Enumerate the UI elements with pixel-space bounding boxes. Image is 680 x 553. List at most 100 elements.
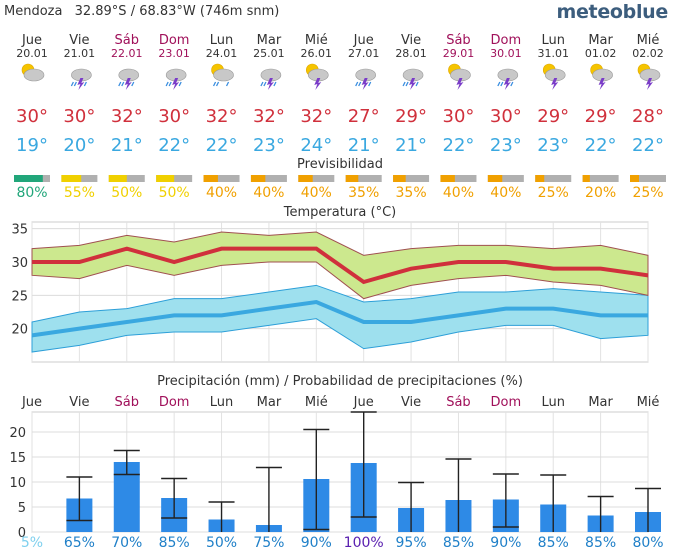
- lightning-icon: [314, 78, 322, 90]
- lightning-icon: [598, 78, 606, 90]
- precip-day-name: Jue: [21, 395, 42, 410]
- predictability-bar: [156, 175, 175, 182]
- day-date: 31.01: [537, 47, 569, 60]
- precipitation-probability: 70%: [111, 535, 142, 551]
- predictability-track: [203, 175, 240, 182]
- lightning-icon: [456, 78, 464, 90]
- predictability-value: 25%: [632, 185, 663, 201]
- min-temp: 19°: [16, 135, 48, 156]
- cloud-icon: [23, 68, 45, 82]
- predictability-track: [535, 175, 572, 182]
- min-temp: 22°: [158, 135, 190, 156]
- day-name: Sáb: [115, 33, 139, 48]
- location-coords: 32.89°S / 68.83°W (746m snm): [74, 4, 280, 19]
- day-date: 02.02: [632, 47, 664, 60]
- precip-day-name: Mié: [305, 395, 328, 410]
- min-temp: 22°: [443, 135, 475, 156]
- sun-cloud-thunder-icon: [542, 63, 566, 90]
- predictability-value: 40%: [206, 185, 237, 201]
- predictability-track: [393, 175, 430, 182]
- precipitation-tick-label: 15: [9, 451, 26, 466]
- lightning-icon: [172, 78, 180, 90]
- precip-day-name: Dom: [491, 395, 522, 410]
- min-temp: 23°: [537, 135, 569, 156]
- min-temp: 21°: [111, 135, 143, 156]
- predictability-bar: [345, 175, 359, 182]
- predictability-bar: [203, 175, 218, 182]
- predictability-value: 20%: [585, 185, 616, 201]
- temperature-tick-label: 20: [11, 323, 28, 338]
- precipitation-probability: 75%: [253, 535, 284, 551]
- min-temp: 23°: [253, 135, 285, 156]
- day-name: Mié: [305, 33, 328, 48]
- precip-day-name: Vie: [69, 395, 89, 410]
- precip-day-name: Lun: [210, 395, 234, 410]
- day-name: Jue: [353, 33, 374, 48]
- lightning-icon: [266, 78, 274, 90]
- day-name: Mar: [588, 33, 613, 48]
- predictability-value: 40%: [443, 185, 474, 201]
- max-temp: 30°: [158, 106, 190, 127]
- day-name: Mar: [257, 33, 282, 48]
- predictability-track: [582, 175, 619, 182]
- predictability-value: 25%: [538, 185, 569, 201]
- predictability-title: Previsibilidad: [297, 157, 383, 172]
- day-name: Lun: [210, 33, 234, 48]
- precip-day-name: Vie: [401, 395, 421, 410]
- predictability-bar: [582, 175, 590, 182]
- predictability-value: 40%: [253, 185, 284, 201]
- day-name: Mié: [637, 33, 660, 48]
- max-temp: 32°: [206, 106, 238, 127]
- location-header: Mendoza 32.89°S / 68.83°W (746m snm): [4, 4, 279, 19]
- predictability-value: 50%: [111, 185, 142, 201]
- max-temp: 30°: [16, 106, 48, 127]
- thunderstorm-rain-icon: [497, 68, 519, 90]
- raindrops-icon: [355, 81, 372, 87]
- raindrops-icon: [165, 81, 182, 87]
- predictability-bar: [393, 175, 406, 182]
- location-name: Mendoza: [4, 4, 63, 19]
- day-date: 23.01: [158, 47, 190, 60]
- max-temp: 28°: [632, 106, 664, 127]
- sun-cloud-thunder-icon: [590, 63, 613, 90]
- precip-day-name: Lun: [541, 395, 565, 410]
- precip-day-name: Sáb: [115, 395, 139, 410]
- raindrops-icon: [118, 81, 135, 87]
- precipitation-probability: 85%: [443, 535, 474, 551]
- precip-day-name: Dom: [159, 395, 190, 410]
- sun-cloud-rain-icon: [211, 63, 234, 87]
- precipitation-title: Precipitación (mm) / Probabilidad de pre…: [157, 374, 523, 389]
- day-date: 28.01: [395, 47, 427, 60]
- max-temp: 30°: [490, 106, 522, 127]
- predictability-track: [345, 175, 382, 182]
- min-temp: 21°: [348, 135, 380, 156]
- day-name: Lun: [541, 33, 565, 48]
- predictability-track: [440, 175, 477, 182]
- predictability-bar: [250, 175, 266, 182]
- meteoblue-logo[interactable]: meteoblue: [556, 1, 668, 23]
- predictability-bar: [487, 175, 503, 182]
- precipitation-probability: 100%: [344, 535, 384, 551]
- sun-cloud-thunder-icon: [306, 63, 329, 90]
- temperature-tick-label: 35: [11, 223, 28, 238]
- precipitation-probability: 90%: [301, 535, 332, 551]
- thunderstorm-rain-icon: [355, 68, 376, 90]
- predictability-value: 40%: [490, 185, 521, 201]
- predictability-track: [250, 175, 287, 182]
- lightning-icon: [551, 78, 559, 90]
- precipitation-probability: 85%: [538, 535, 569, 551]
- predictability-value: 80%: [16, 185, 47, 201]
- predictability-track: [298, 175, 335, 182]
- predictability-track: [630, 175, 666, 182]
- predictability-value: 55%: [64, 185, 95, 201]
- predictability-bar: [14, 175, 43, 182]
- lightning-icon: [409, 78, 417, 90]
- max-temp: 32°: [253, 106, 285, 127]
- precipitation-tick-label: 10: [9, 476, 26, 491]
- precip-day-name: Jue: [353, 395, 374, 410]
- predictability-track: [487, 175, 524, 182]
- precip-day-name: Sáb: [446, 395, 470, 410]
- min-temp: 22°: [632, 135, 664, 156]
- min-temp: 21°: [395, 135, 427, 156]
